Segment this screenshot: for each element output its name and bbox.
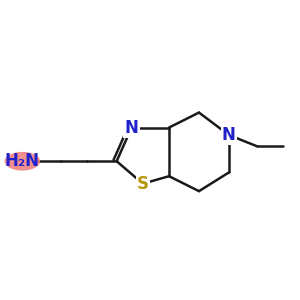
Text: S: S [137,175,149,193]
Text: H₂N: H₂N [5,152,40,170]
Text: N: N [222,126,236,144]
Text: N: N [125,118,139,136]
Ellipse shape [4,152,40,171]
